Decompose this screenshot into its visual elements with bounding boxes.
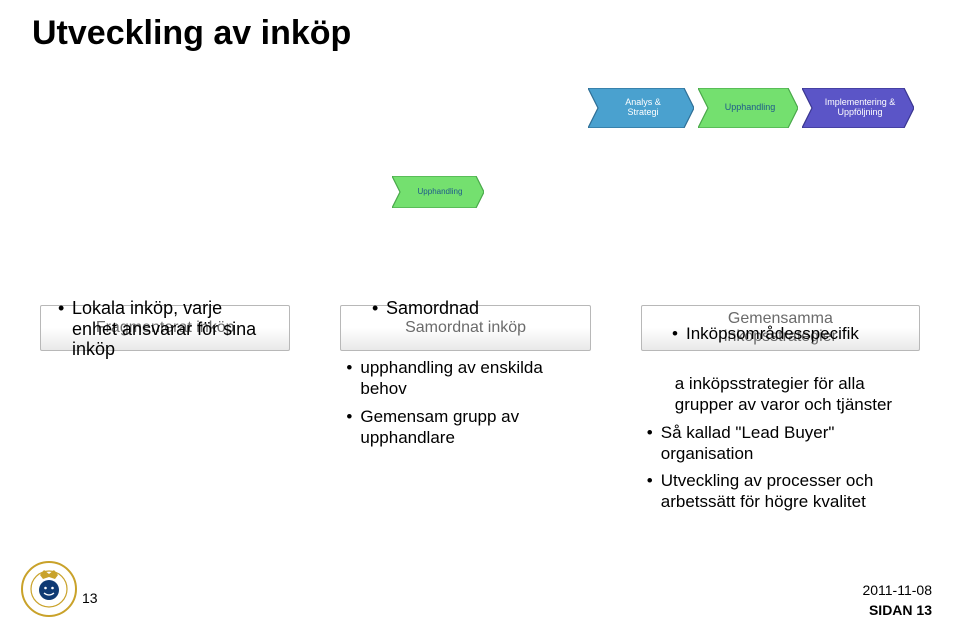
col3-header: Gemensamma inköpsstrategier: [641, 305, 920, 351]
col2-header-text: Samordnat inköp: [405, 319, 526, 337]
chevron-row-top: Analys & Strategi Upphandling Implemente…: [588, 88, 914, 128]
footer-right: 2011-11-08 SIDAN 13: [862, 582, 932, 618]
chevron-label: Analys & Strategi: [610, 98, 676, 118]
col1-header: Fragmenterat inköp: [40, 305, 290, 351]
col1-header-text: Fragmenterat inköp: [96, 319, 235, 337]
chevron-row-mid: Upphandling: [392, 176, 484, 208]
seal-icon: [20, 560, 78, 618]
chevron-label: Upphandling: [725, 103, 776, 113]
column-2: Samordnat inköp upphandling av enskilda …: [340, 305, 590, 519]
footer-date: 2011-11-08: [862, 582, 932, 598]
columns: Fragmenterat inköp Samordnat inköp uppha…: [40, 305, 920, 519]
slide: Utveckling av inköp Analys & Strategi Up…: [0, 0, 960, 632]
chevron-label: Upphandling: [418, 188, 463, 197]
chevron-upphandling: Upphandling: [698, 88, 798, 128]
col2-header: Samordnat inköp: [340, 305, 590, 351]
page-title: Utveckling av inköp: [32, 14, 351, 53]
column-1: Fragmenterat inköp: [40, 305, 290, 519]
col2-list: upphandling av enskilda behov Gemensam g…: [340, 357, 590, 448]
col3-header-text: Gemensamma inköpsstrategier: [724, 310, 837, 345]
list-item: Så kallad "Lead Buyer" organisation: [647, 422, 920, 465]
footer-page: SIDAN 13: [862, 602, 932, 618]
column-3: Gemensamma inköpsstrategier a inköpsstra…: [641, 305, 920, 519]
col3-list: a inköpsstrategier för alla grupper av v…: [641, 373, 920, 513]
stockholm-seal: [20, 560, 78, 618]
list-item: Gemensam grupp av upphandlare: [346, 406, 590, 449]
page-number-left: 13: [82, 590, 98, 606]
chevron-upphandling-mid: Upphandling: [392, 176, 484, 208]
list-item: upphandling av enskilda behov: [346, 357, 590, 400]
chevron-analys: Analys & Strategi: [588, 88, 694, 128]
chevron-implementering: Implementering & Uppföljning: [802, 88, 914, 128]
chevron-label: Implementering & Uppföljning: [825, 98, 896, 118]
list-item: Utveckling av processer och arbetssätt f…: [647, 470, 920, 513]
list-item: a inköpsstrategier för alla grupper av v…: [647, 373, 920, 416]
